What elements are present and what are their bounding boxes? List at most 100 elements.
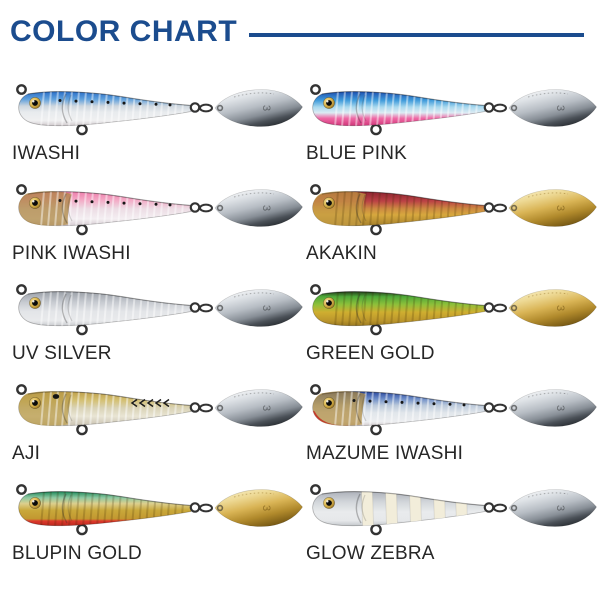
tail-eyelet [483,202,495,213]
line-tie-eyelet [310,384,321,395]
belly-eyelet [370,323,382,336]
blade-number: 3 [554,505,566,511]
lure-label: IWASHI [12,143,81,164]
lure-graphic: 3 [16,184,303,236]
lure-graphic: 3 [16,284,303,336]
tail-eyelet [189,402,201,413]
lure-image: 3 [12,476,304,538]
blade-number: 3 [260,405,272,411]
belly-eyelet [76,423,88,436]
lure-image: 3 [12,76,304,138]
gill-line [355,393,362,424]
spinner-blade [508,189,597,227]
tail-eyelet [189,302,201,313]
belly-eyelet [76,123,88,136]
blade-hole [216,104,224,112]
lure-cell: 3 UV SILVER [10,276,304,376]
swivel [493,403,507,413]
tail-eyelet [483,402,495,413]
swivel [493,203,507,213]
swivel [199,403,213,413]
swivel [199,203,213,213]
tail-eyelet [189,202,201,213]
blade-hole [216,204,224,212]
lure-graphic: 3 [310,384,597,436]
spinner-blade [508,289,597,327]
swivel [199,503,213,513]
gill-line [61,393,68,424]
spinner-blade [214,489,303,527]
line-tie-eyelet [16,84,27,95]
gill-line [61,293,68,324]
blade-hole [510,304,518,312]
belly-eyelet [76,323,88,336]
gill-line [61,493,68,524]
lure-label: AJI [12,443,41,464]
lure-image: 3 [306,76,598,138]
lure-label: BLUPIN GOLD [12,543,142,564]
tail-eyelet [483,502,495,513]
line-tie-eyelet [310,484,321,495]
lure-image: 3 [306,476,598,538]
blade-number: 3 [554,305,566,311]
page-title: COLOR CHART [10,15,238,48]
lure-graphic: 3 [310,484,597,536]
blade-number: 3 [554,105,566,111]
title-underline [249,33,584,37]
line-tie-eyelet [310,84,321,95]
blade-hole [216,404,224,412]
tail-eyelet [483,102,495,113]
lure-graphic: 3 [310,184,597,236]
belly-eyelet [370,123,382,136]
gill-line [355,193,362,224]
lure-image: 3 [12,376,304,438]
lure-grid: 3 IWASHI 3 BLUE PINK [10,76,597,576]
gill-line [355,493,362,524]
gill-line [61,93,68,124]
line-tie-eyelet [16,184,27,195]
lure-body [18,91,192,127]
lure-cell: 3 IWASHI [10,76,304,176]
blade-hole [510,504,518,512]
belly-eyelet [370,223,382,236]
lure-image: 3 [306,376,598,438]
blade-number: 3 [554,205,566,211]
gill-line [61,193,68,224]
tail-eyelet [189,502,201,513]
lure-image: 3 [306,176,598,238]
header: COLOR CHART [10,12,590,52]
line-tie-eyelet [16,384,27,395]
blade-number: 3 [260,505,272,511]
tail-eyelet [189,102,201,113]
lure-label: PINK IWASHI [12,243,131,264]
belly-eyelet [76,223,88,236]
lure-label: AKAKIN [306,243,377,264]
swivel [199,303,213,313]
blade-hole [510,404,518,412]
lure-body [18,491,192,527]
blade-hole [216,304,224,312]
lure-image: 3 [12,276,304,338]
line-tie-eyelet [310,284,321,295]
spinner-blade [508,89,597,127]
blade-hole [216,504,224,512]
lure-label: GLOW ZEBRA [306,543,435,564]
lure-image: 3 [12,176,304,238]
lure-cell: 3 MAZUME IWASHI [304,376,598,476]
lure-graphic: 3 [310,284,597,336]
spinner-blade [508,489,597,527]
blade-number: 3 [260,305,272,311]
belly-eyelet [76,523,88,536]
belly-eyelet [370,523,382,536]
blade-number: 3 [260,105,272,111]
spinner-blade [214,89,303,127]
spinner-blade [214,189,303,227]
lure-cell: 3 PINK IWASHI [10,176,304,276]
lure-body [312,91,486,127]
belly-eyelet [370,423,382,436]
lure-image: 3 [306,276,598,338]
lure-label: BLUE PINK [306,143,408,164]
lure-body [312,291,486,327]
line-tie-eyelet [16,484,27,495]
